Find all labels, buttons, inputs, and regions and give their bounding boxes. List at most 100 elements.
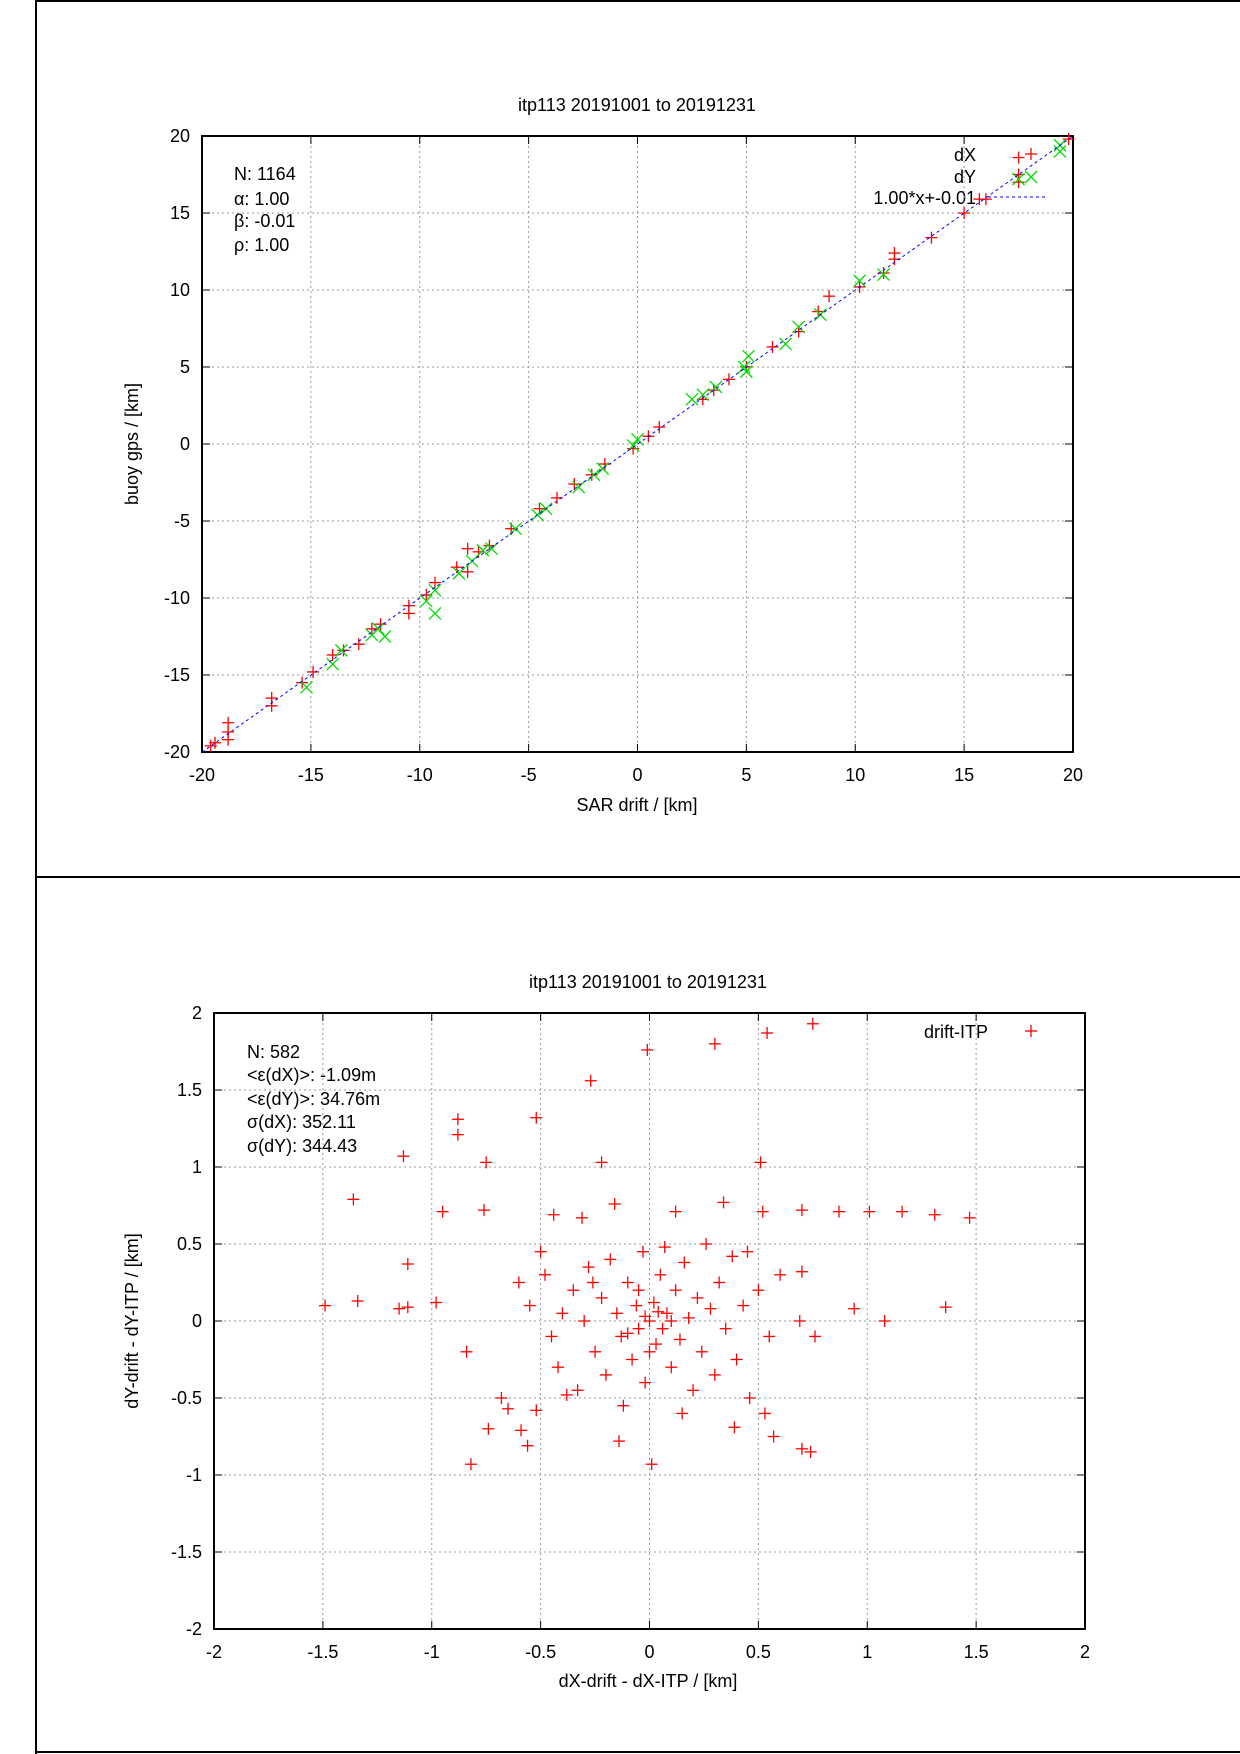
x-tick-label: 10 bbox=[845, 765, 865, 785]
data-point-drift-itp bbox=[430, 1296, 443, 1309]
data-point-drift-itp bbox=[582, 1261, 595, 1274]
data-point-drift-itp bbox=[665, 1315, 678, 1327]
data-point-drift-itp bbox=[319, 1299, 332, 1312]
data-point-drift-itp bbox=[719, 1322, 732, 1335]
data-point-dy bbox=[739, 365, 753, 379]
marker-stroke bbox=[300, 680, 313, 694]
data-point-drift-itp bbox=[654, 1268, 667, 1281]
data-point-dx bbox=[766, 340, 779, 353]
data-point-drift-itp bbox=[665, 1361, 678, 1374]
data-point-drift-itp bbox=[586, 1276, 599, 1289]
x-tick-label: -15 bbox=[298, 765, 324, 785]
data-point-drift-itp bbox=[401, 1258, 414, 1271]
data-point-drift-itp bbox=[460, 1345, 473, 1358]
data-point-dx bbox=[337, 644, 350, 657]
data-point-dy bbox=[428, 583, 442, 597]
data-point-dx bbox=[402, 607, 415, 620]
data-point-drift-itp bbox=[763, 1330, 776, 1343]
data-point-drift-itp bbox=[641, 1043, 654, 1056]
data-point-drift-itp bbox=[393, 1302, 406, 1315]
data-point-drift-itp bbox=[806, 1017, 819, 1030]
x-axis-label: SAR drift / [km] bbox=[576, 795, 697, 815]
data-point-dy bbox=[1012, 172, 1026, 186]
data-point-drift-itp bbox=[495, 1392, 508, 1404]
marker-stroke bbox=[572, 480, 586, 494]
data-point-drift-itp bbox=[713, 1276, 726, 1289]
data-point-drift-itp bbox=[436, 1205, 449, 1218]
y-tick-label: 0 bbox=[180, 434, 190, 454]
data-point-drift-itp bbox=[538, 1268, 551, 1281]
data-point-drift-itp bbox=[804, 1445, 817, 1458]
x-tick-label: 20 bbox=[1063, 765, 1083, 785]
marker-stroke bbox=[792, 320, 806, 334]
data-point-drift-itp bbox=[756, 1205, 769, 1218]
y-tick-label: -15 bbox=[164, 665, 190, 685]
data-point-drift-itp bbox=[604, 1253, 617, 1266]
data-point-dy bbox=[737, 360, 751, 374]
data-point-drift-itp bbox=[650, 1338, 663, 1351]
data-point-dy bbox=[792, 320, 806, 334]
data-point-dx bbox=[307, 665, 320, 678]
marker-stroke bbox=[452, 566, 466, 580]
data-point-drift-itp bbox=[676, 1407, 689, 1420]
data-point-dx bbox=[973, 193, 986, 206]
top-scatter-chart: itp113 20191001 to 20191231 SAR drift / … bbox=[122, 95, 1083, 815]
data-point-drift-itp bbox=[656, 1322, 669, 1335]
data-point-dx bbox=[722, 373, 735, 386]
data-point-drift-itp bbox=[708, 1037, 721, 1050]
data-point-drift-itp bbox=[793, 1315, 806, 1327]
legend-label-dy: dY bbox=[954, 167, 976, 187]
data-point-drift-itp bbox=[832, 1205, 845, 1218]
data-point-drift-itp bbox=[700, 1238, 713, 1250]
data-point-drift-itp bbox=[795, 1442, 808, 1455]
data-point-drift-itp bbox=[599, 1368, 612, 1381]
data-point-drift-itp bbox=[795, 1265, 808, 1278]
data-point-drift-itp bbox=[658, 1241, 671, 1254]
y-tick-label: -10 bbox=[164, 588, 190, 608]
data-point-drift-itp bbox=[626, 1353, 639, 1366]
x-tick-label: 2 bbox=[1080, 1642, 1090, 1662]
x-tick-label: -1.5 bbox=[307, 1642, 338, 1662]
stats-line: N: 1164 bbox=[234, 164, 296, 184]
data-point-drift-itp bbox=[451, 1128, 464, 1141]
data-point-drift-itp bbox=[515, 1424, 528, 1437]
data-point-drift-itp bbox=[643, 1345, 656, 1358]
data-point-drift-itp bbox=[639, 1376, 652, 1389]
data-point-drift-itp bbox=[963, 1211, 976, 1224]
y-tick-label: 2 bbox=[192, 1003, 202, 1023]
data-point-drift-itp bbox=[660, 1307, 673, 1320]
data-point-dx bbox=[585, 468, 598, 481]
data-point-drift-itp bbox=[512, 1276, 525, 1289]
legend-label-drift-itp: drift-ITP bbox=[924, 1022, 988, 1042]
data-point-drift-itp bbox=[730, 1353, 743, 1366]
data-point-drift-itp bbox=[351, 1294, 364, 1307]
data-point-drift-itp bbox=[632, 1322, 645, 1335]
stats-line: N: 582 bbox=[247, 1042, 300, 1062]
y-axis-label: dY-drift - dY-ITP / [km] bbox=[122, 1233, 142, 1408]
marker-stroke bbox=[326, 657, 340, 671]
data-point-drift-itp bbox=[774, 1268, 787, 1281]
page-frame bbox=[35, 0, 1240, 1754]
data-point-drift-itp bbox=[571, 1384, 584, 1397]
marker-stroke bbox=[1053, 144, 1067, 158]
data-point-dx bbox=[568, 478, 581, 491]
data-point-drift-itp bbox=[795, 1204, 808, 1217]
data-point-drift-itp bbox=[743, 1392, 756, 1404]
data-point-drift-itp bbox=[652, 1305, 665, 1318]
y-tick-label: 10 bbox=[170, 280, 190, 300]
marker-stroke bbox=[371, 622, 385, 636]
data-point-dy bbox=[378, 630, 392, 643]
x-tick-label: 0 bbox=[632, 765, 642, 785]
data-point-dx bbox=[461, 565, 474, 578]
marker-stroke bbox=[779, 337, 793, 351]
data-point-drift-itp bbox=[595, 1291, 608, 1304]
data-point-dx bbox=[461, 542, 474, 555]
data-point-drift-itp bbox=[610, 1307, 623, 1320]
data-point-drift-itp bbox=[645, 1458, 658, 1471]
data-point-drift-itp bbox=[636, 1245, 649, 1258]
data-point-drift-itp bbox=[552, 1361, 565, 1374]
chart-title: itp113 20191001 to 20191231 bbox=[518, 95, 756, 115]
stats-line: σ(dY): 344.43 bbox=[247, 1136, 357, 1156]
data-point-drift-itp bbox=[397, 1150, 410, 1163]
data-point-dy bbox=[596, 462, 610, 476]
